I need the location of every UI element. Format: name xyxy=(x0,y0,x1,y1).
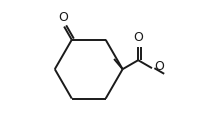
Text: O: O xyxy=(154,60,164,73)
Text: O: O xyxy=(133,31,143,44)
Text: O: O xyxy=(59,11,68,24)
